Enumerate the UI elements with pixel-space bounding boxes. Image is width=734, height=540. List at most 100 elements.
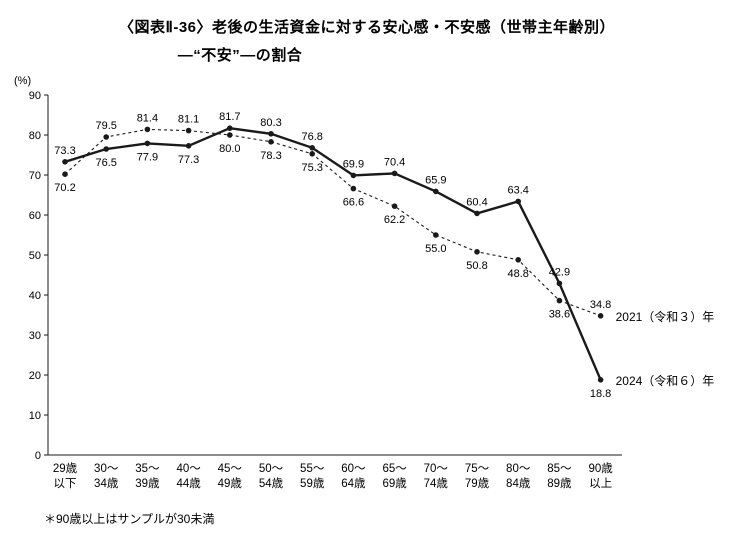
legend-label-1: 2024（令和６）年 <box>616 373 715 388</box>
data-point <box>391 203 398 209</box>
data-point <box>185 127 192 134</box>
series-line-1 <box>64 126 602 381</box>
data-point <box>433 188 439 195</box>
data-point <box>597 313 604 319</box>
value-label: 80.0 <box>219 143 240 155</box>
value-label: 77.3 <box>178 154 199 166</box>
x-tick-label: 29歳 <box>53 462 78 475</box>
value-label: 76.5 <box>95 157 116 169</box>
value-label: 69.9 <box>343 158 364 170</box>
data-point <box>185 143 192 149</box>
value-label: 78.3 <box>260 150 281 162</box>
x-tick-label: 35～ <box>135 463 160 475</box>
x-tick-label: 79歳 <box>465 477 490 490</box>
x-tick-label: 84歳 <box>506 477 531 490</box>
x-tick-label: 44歳 <box>176 477 201 490</box>
data-point <box>103 134 109 140</box>
x-tick-label: 55～ <box>300 463 325 475</box>
value-label: 42.9 <box>549 266 570 278</box>
chart-subtitle: ―“不安”―の割合 <box>177 47 303 64</box>
x-tick-label: 59歳 <box>300 477 325 490</box>
value-label: 62.2 <box>384 214 405 226</box>
chart-title: 〈図表Ⅱ-36〉老後の生活資金に対する安心感・不安感（世帯主年齢別） <box>118 19 616 36</box>
value-label: 70.2 <box>54 182 75 194</box>
x-tick-label: 85～ <box>547 463 572 475</box>
value-label: 50.8 <box>466 260 487 272</box>
value-label: 48.8 <box>507 268 528 280</box>
y-tick-label: 40 <box>29 290 41 302</box>
y-tick-label: 10 <box>29 410 41 422</box>
data-point <box>268 139 274 145</box>
value-label: 63.4 <box>507 184 528 196</box>
x-tick-label: 34歳 <box>94 477 119 490</box>
x-tick-label: 54歳 <box>259 477 284 490</box>
x-tick-label: 90歳 <box>588 462 613 475</box>
y-tick-label: 80 <box>29 130 41 142</box>
y-tick-label: 70 <box>29 170 41 182</box>
value-label: 38.6 <box>549 309 570 321</box>
data-point <box>556 280 563 287</box>
y-tick-label: 0 <box>35 450 41 462</box>
x-tick-label: 70～ <box>424 463 449 475</box>
x-tick-label: 40～ <box>176 463 201 475</box>
data-point <box>350 185 357 192</box>
x-tick-label: 65～ <box>382 463 407 475</box>
data-point <box>103 146 109 152</box>
y-axis-unit-label: (%) <box>14 75 31 87</box>
x-tick-label: 89歳 <box>547 477 572 490</box>
data-point <box>556 297 563 304</box>
x-tick-label: 39歳 <box>135 477 160 490</box>
value-label: 77.9 <box>137 151 158 163</box>
data-point <box>474 210 480 217</box>
value-label: 70.4 <box>384 156 405 168</box>
data-point <box>268 131 274 137</box>
value-label: 18.8 <box>590 388 611 400</box>
y-tick-label: 30 <box>29 330 41 342</box>
data-point <box>144 140 151 147</box>
value-label: 80.3 <box>260 117 281 129</box>
data-point <box>227 132 233 138</box>
x-tick-label: 74歳 <box>424 477 449 490</box>
data-point <box>227 125 233 131</box>
data-point <box>515 198 521 205</box>
x-tick-label: 以上 <box>589 477 612 490</box>
data-point <box>309 151 316 157</box>
x-tick-label: 69歳 <box>382 477 407 490</box>
x-tick-label: 30～ <box>94 463 119 475</box>
value-label: 55.0 <box>425 243 446 255</box>
chart-footnote: ＊90歳以上はサンプルが30未満 <box>44 512 215 526</box>
x-tick-label: 45～ <box>218 463 243 475</box>
value-label: 73.3 <box>54 145 75 157</box>
data-point <box>597 377 604 383</box>
value-label: 60.4 <box>466 196 487 208</box>
data-point <box>62 171 68 177</box>
value-label: 79.5 <box>95 120 116 132</box>
value-label: 76.8 <box>301 131 322 143</box>
value-label: 75.3 <box>301 162 322 174</box>
y-tick-label: 50 <box>29 250 41 262</box>
x-tick-label: 50～ <box>259 463 284 475</box>
legend-label-0: 2021（令和３）年 <box>616 309 715 324</box>
data-point <box>474 249 480 255</box>
value-label: 81.4 <box>137 112 158 124</box>
data-point <box>515 257 521 263</box>
data-point <box>144 126 151 133</box>
y-tick-label: 20 <box>29 370 41 382</box>
value-label: 66.6 <box>343 197 364 209</box>
value-label: 65.9 <box>425 174 446 186</box>
data-point <box>62 159 68 165</box>
x-tick-label: 以下 <box>54 477 77 490</box>
y-tick-label: 90 <box>29 90 41 102</box>
x-tick-label: 75～ <box>465 463 490 475</box>
value-label: 34.8 <box>590 299 611 311</box>
x-tick-label: 80～ <box>506 463 531 475</box>
x-tick-label: 49歳 <box>218 477 243 490</box>
data-point <box>350 172 357 179</box>
x-tick-label: 60～ <box>341 463 366 475</box>
value-label: 81.1 <box>178 114 199 126</box>
x-tick-label: 64歳 <box>341 477 366 490</box>
series-line-0 <box>64 128 601 317</box>
value-label: 81.7 <box>219 111 240 123</box>
